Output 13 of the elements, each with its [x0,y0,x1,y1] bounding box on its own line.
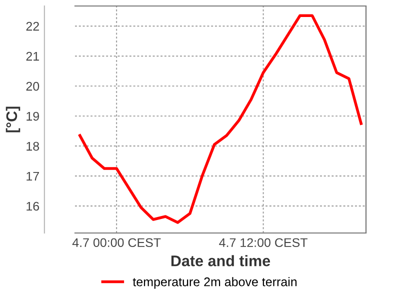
x-axis-title: Date and time [171,255,270,266]
y-tick-label: 21 [26,52,39,61]
line-series [78,14,362,224]
y-tick-label: 22 [26,22,39,31]
y-axis-title: [°C] [6,106,20,132]
y-tick-label: 19 [26,112,39,121]
x-tick-label: 4.7 00:00 CEST [72,238,161,248]
y-tick-label: 16 [26,202,40,211]
legend-label: temperature 2m above terrain [132,277,297,289]
y-tick-label: 20 [26,82,40,91]
x-tick-label: 4.7 12:00 CEST [219,238,308,248]
y-tick-label: 17 [26,172,39,181]
y-tick-label: 18 [26,142,40,151]
